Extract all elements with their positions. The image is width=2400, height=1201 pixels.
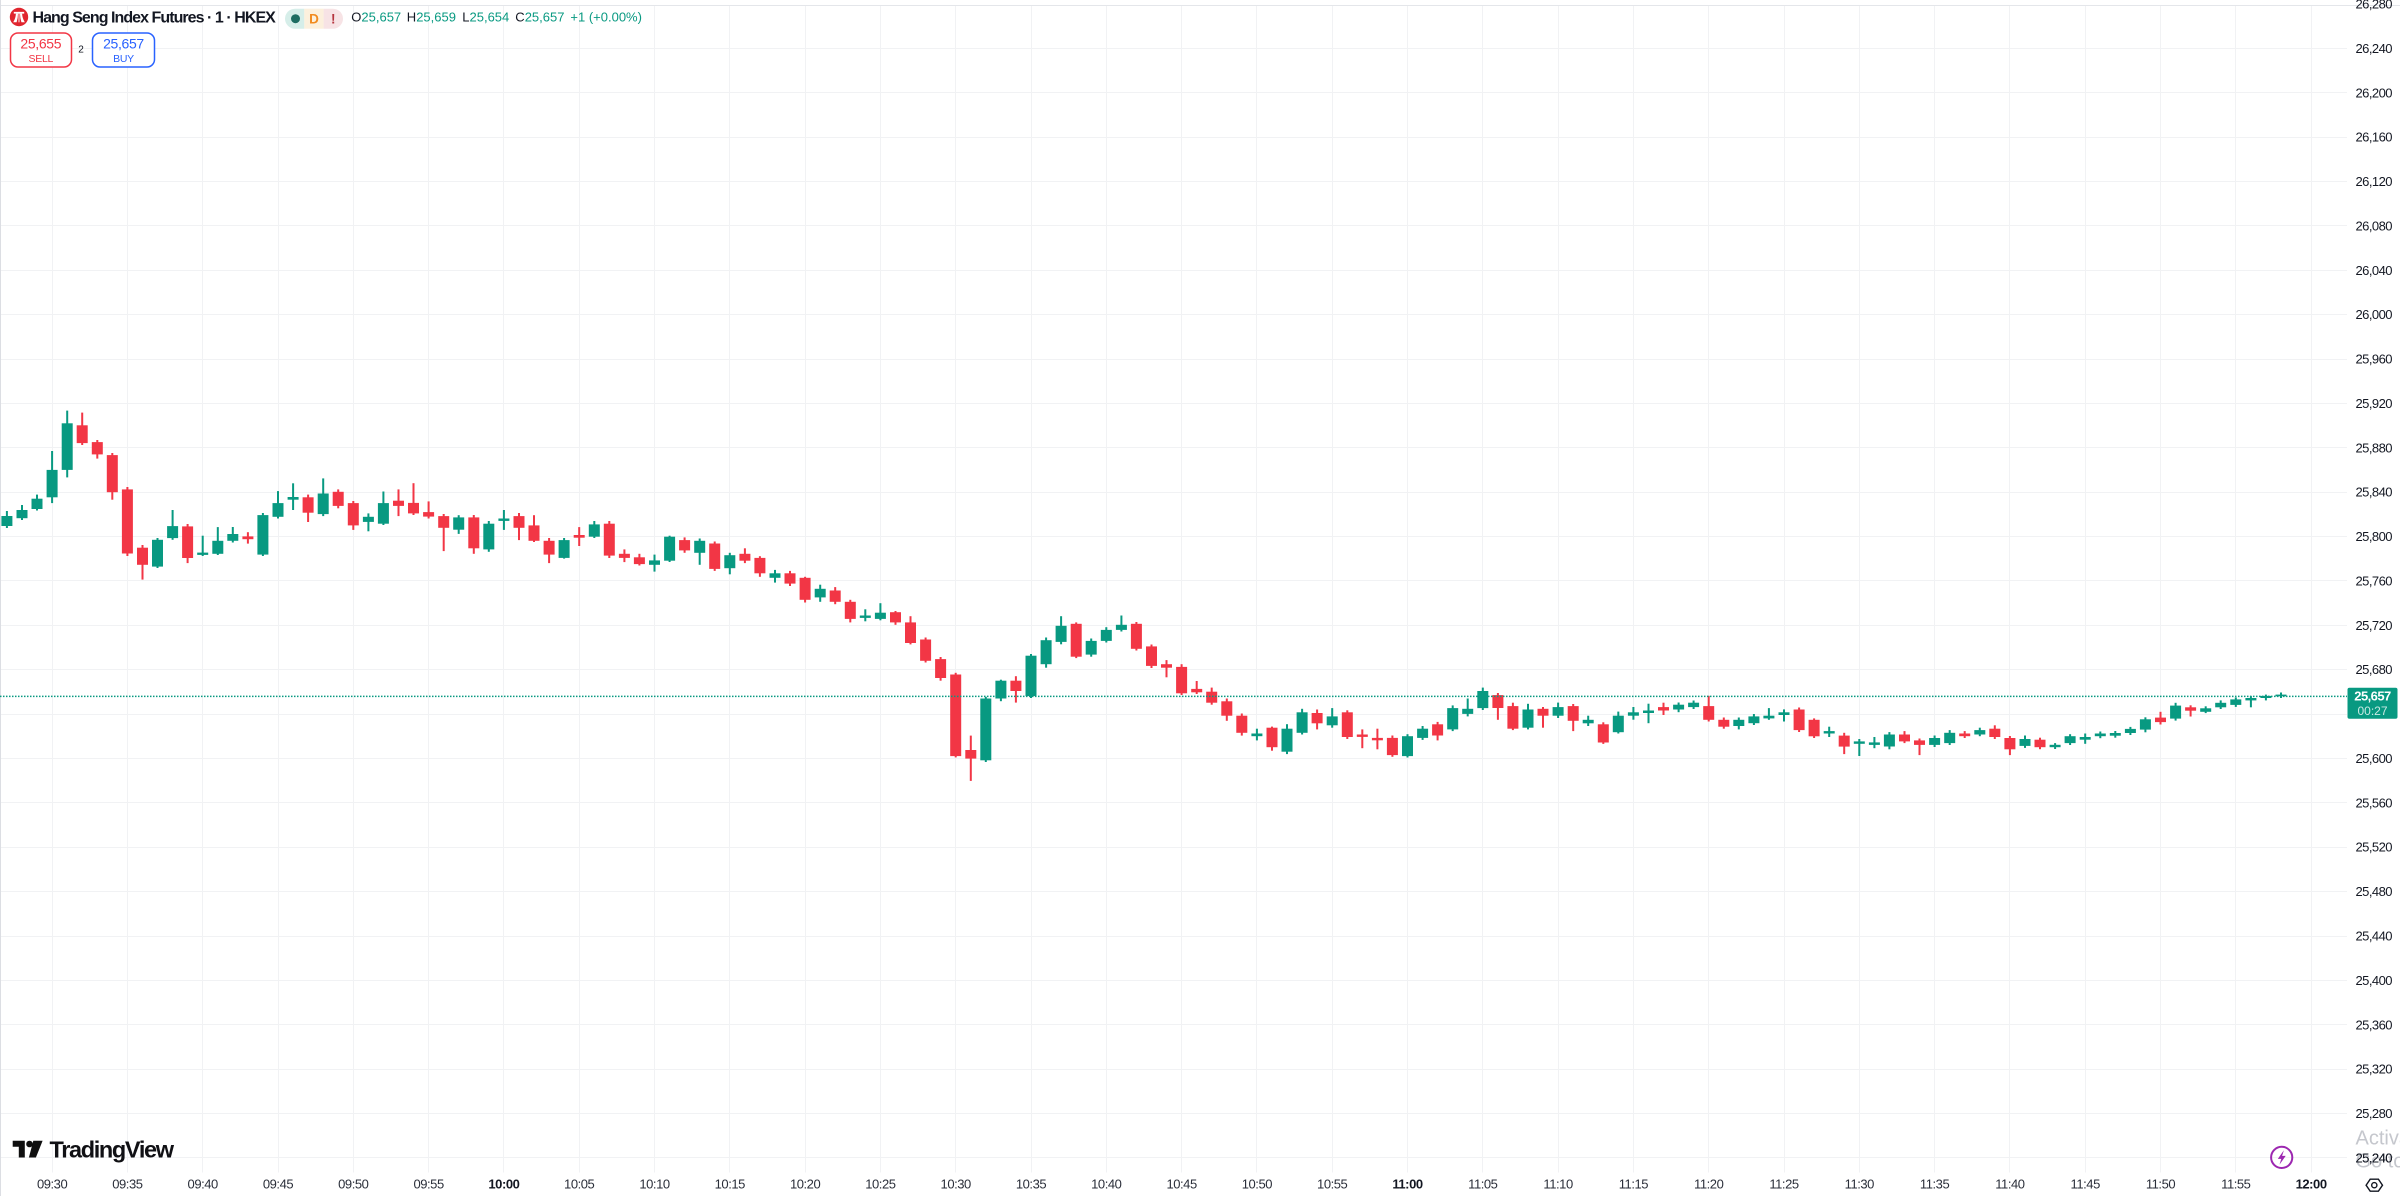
svg-text:11:05: 11:05 [1468,1177,1498,1192]
svg-text:26,200: 26,200 [2356,85,2393,100]
svg-text:L: L [462,9,469,24]
svg-text:25,840: 25,840 [2356,485,2393,500]
svg-text:10:25: 10:25 [865,1177,896,1192]
svg-text:10:50: 10:50 [1242,1177,1273,1192]
svg-text:26,120: 26,120 [2356,174,2393,189]
svg-text:D: D [309,11,319,26]
svg-text:2: 2 [78,45,84,56]
svg-text:25,657: 25,657 [361,9,401,24]
svg-text:SELL: SELL [29,53,54,65]
svg-text:11:25: 11:25 [1769,1177,1799,1192]
svg-text:26,240: 26,240 [2356,41,2393,56]
svg-text:09:45: 09:45 [263,1177,294,1192]
svg-text:25,880: 25,880 [2356,440,2393,455]
svg-text:11:50: 11:50 [2146,1177,2176,1192]
svg-text:11:40: 11:40 [1995,1177,2025,1192]
svg-text:09:35: 09:35 [112,1177,143,1192]
svg-text:12:00: 12:00 [2296,1177,2327,1192]
svg-text:10:40: 10:40 [1091,1177,1122,1192]
svg-text:Activate: Activate [2356,1128,2400,1150]
svg-text:25,720: 25,720 [2356,618,2393,633]
svg-text:H: H [407,9,416,24]
svg-text:10:55: 10:55 [1317,1177,1348,1192]
svg-text:11:30: 11:30 [1845,1177,1875,1192]
svg-text:26,280: 26,280 [2356,0,2393,12]
svg-text:25,400: 25,400 [2356,973,2393,988]
svg-text:O: O [351,9,361,24]
svg-text:25,280: 25,280 [2356,1106,2393,1121]
svg-text:11:10: 11:10 [1543,1177,1573,1192]
svg-text:00:27: 00:27 [2357,704,2387,718]
svg-text:26,000: 26,000 [2356,307,2393,322]
svg-text:!: ! [331,11,336,26]
svg-text:10:05: 10:05 [564,1177,595,1192]
svg-text:25,560: 25,560 [2356,795,2393,810]
svg-text:10:30: 10:30 [941,1177,972,1192]
svg-text:09:40: 09:40 [188,1177,219,1192]
svg-text:C: C [515,9,524,24]
svg-text:BUY: BUY [113,53,134,65]
svg-text:10:15: 10:15 [715,1177,746,1192]
svg-text:11:55: 11:55 [2221,1177,2251,1192]
svg-text:11:00: 11:00 [1392,1177,1423,1192]
svg-text:25,440: 25,440 [2356,929,2393,944]
svg-text:25,800: 25,800 [2356,529,2393,544]
svg-text:25,760: 25,760 [2356,574,2393,589]
svg-text:25,657: 25,657 [2354,688,2391,703]
svg-text:10:10: 10:10 [639,1177,670,1192]
svg-text:10:00: 10:00 [488,1177,519,1192]
svg-text:10:35: 10:35 [1016,1177,1047,1192]
svg-text:25,520: 25,520 [2356,840,2393,855]
svg-text:25,600: 25,600 [2356,751,2393,766]
svg-text:26,080: 26,080 [2356,218,2393,233]
svg-text:25,960: 25,960 [2356,352,2393,367]
svg-text:11:20: 11:20 [1694,1177,1724,1192]
svg-text:11:15: 11:15 [1619,1177,1649,1192]
svg-text:25,240: 25,240 [2356,1150,2393,1165]
svg-text:25,920: 25,920 [2356,396,2393,411]
svg-text:10:20: 10:20 [790,1177,821,1192]
svg-text:09:55: 09:55 [413,1177,444,1192]
svg-text:25,657: 25,657 [525,9,565,24]
svg-text:11:35: 11:35 [1920,1177,1950,1192]
svg-text:09:50: 09:50 [338,1177,369,1192]
svg-text:25,657: 25,657 [103,35,144,51]
svg-text:11:45: 11:45 [2071,1177,2101,1192]
svg-text:25,659: 25,659 [416,9,456,24]
svg-text:10:45: 10:45 [1166,1177,1197,1192]
svg-text:25,680: 25,680 [2356,662,2393,677]
svg-text:25,480: 25,480 [2356,884,2393,899]
svg-text:TradingView: TradingView [50,1137,175,1163]
svg-text:25,655: 25,655 [20,35,61,51]
svg-text:26,040: 26,040 [2356,263,2393,278]
svg-text:Hang Seng Index Futures · 1 ·: Hang Seng Index Futures · 1 · HKEX [33,9,277,26]
svg-text:+1 (+0.00%): +1 (+0.00%) [570,9,642,24]
svg-text:25,320: 25,320 [2356,1062,2393,1077]
svg-text:26,160: 26,160 [2356,130,2393,145]
svg-text:09:30: 09:30 [37,1177,68,1192]
svg-text:25,360: 25,360 [2356,1017,2393,1032]
svg-text:25,654: 25,654 [470,9,510,24]
